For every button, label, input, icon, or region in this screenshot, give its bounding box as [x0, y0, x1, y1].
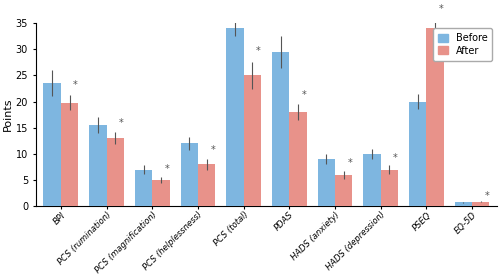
Text: *: *: [438, 4, 444, 14]
Text: *: *: [73, 80, 78, 90]
Bar: [152, 180, 170, 206]
Bar: [318, 159, 335, 206]
Bar: [364, 154, 380, 206]
Bar: [426, 28, 444, 206]
Bar: [61, 103, 78, 206]
Bar: [290, 112, 306, 206]
Bar: [89, 125, 106, 206]
Text: *: *: [164, 164, 170, 174]
Text: *: *: [393, 153, 398, 163]
Bar: [380, 170, 398, 206]
Bar: [135, 170, 152, 206]
Text: *: *: [348, 158, 352, 168]
Legend: Before, After: Before, After: [434, 28, 492, 61]
Bar: [244, 75, 261, 206]
Bar: [335, 175, 352, 206]
Bar: [106, 138, 124, 206]
Bar: [226, 28, 244, 206]
Bar: [409, 101, 426, 206]
Text: *: *: [119, 118, 124, 128]
Text: *: *: [302, 90, 306, 100]
Y-axis label: Points: Points: [3, 98, 13, 131]
Bar: [198, 164, 216, 206]
Bar: [44, 83, 61, 206]
Bar: [272, 52, 289, 206]
Text: *: *: [210, 145, 215, 155]
Text: *: *: [484, 191, 489, 201]
Bar: [454, 202, 472, 206]
Text: *: *: [256, 46, 260, 56]
Bar: [472, 202, 490, 206]
Bar: [180, 143, 198, 206]
